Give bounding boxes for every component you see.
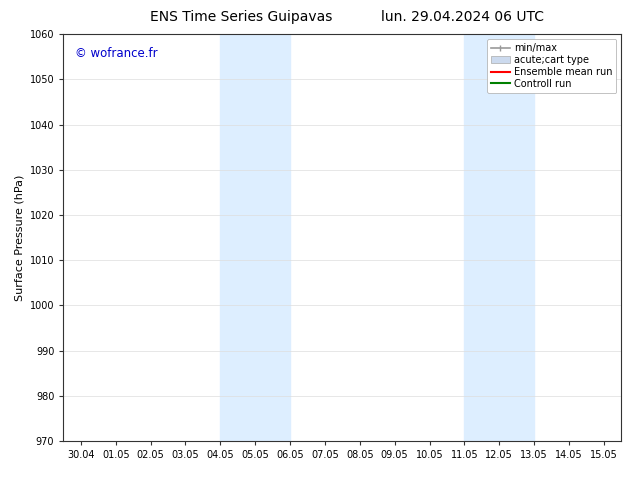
Bar bbox=[221, 34, 290, 441]
Text: lun. 29.04.2024 06 UTC: lun. 29.04.2024 06 UTC bbox=[381, 10, 545, 24]
Text: ENS Time Series Guipavas: ENS Time Series Guipavas bbox=[150, 10, 332, 24]
Y-axis label: Surface Pressure (hPa): Surface Pressure (hPa) bbox=[14, 174, 24, 301]
Text: © wofrance.fr: © wofrance.fr bbox=[75, 47, 157, 59]
Bar bbox=[464, 34, 534, 441]
Legend: min/max, acute;cart type, Ensemble mean run, Controll run: min/max, acute;cart type, Ensemble mean … bbox=[487, 39, 616, 93]
